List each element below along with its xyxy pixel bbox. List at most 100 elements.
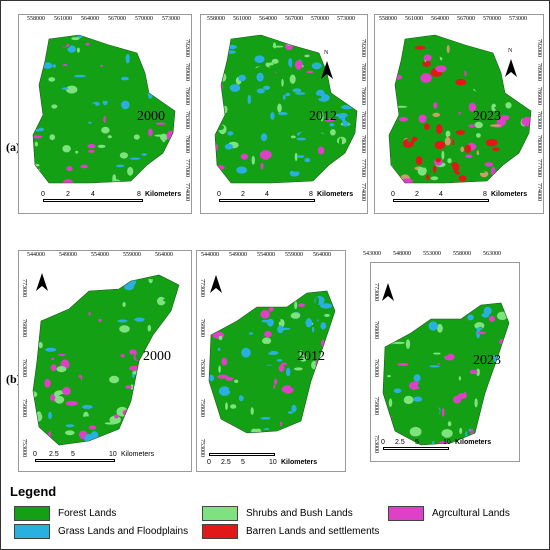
scale-tick: 10 (269, 459, 277, 466)
legend-item-barren: Barren Lands and settlements (202, 524, 379, 539)
land-cover-map (382, 302, 510, 446)
y-tick-col: 792000 789000 786000 783000 780000 77700… (533, 15, 543, 213)
y-tick: 768000 (21, 319, 27, 337)
map-panel-b-2000: 544000 549000 554000 559000 564000 77300… (18, 250, 192, 472)
x-tick: 554000 (257, 252, 275, 258)
map-panel-a-2000: 558000 561000 564000 567000 570000 57300… (18, 14, 192, 214)
legend-label: Grass Lands and Floodplains (58, 526, 189, 537)
x-tick: 561000 (233, 16, 251, 22)
y-tick: 783000 (536, 111, 542, 129)
y-tick: 774000 (184, 183, 190, 201)
land-cover-map (32, 274, 180, 446)
scale-tick: 0 (217, 191, 221, 198)
land-cover-texture (33, 35, 175, 183)
x-tick: 549000 (59, 252, 77, 258)
y-tick: 773000 (21, 279, 27, 297)
y-tick-col: 792000 789000 786000 783000 780000 77700… (181, 15, 191, 213)
north-arrow: N (319, 50, 335, 81)
scale-tick: 4 (265, 191, 269, 198)
legend: Legend Forest Lands Shrubs and Bush Land… (6, 478, 544, 544)
y-tick: 789000 (536, 63, 542, 81)
x-tick: 564000 (431, 16, 449, 22)
y-tick: 777000 (184, 159, 190, 177)
x-tick: 544000 (27, 252, 45, 258)
y-tick: 792000 (184, 39, 190, 57)
north-arrow (35, 271, 49, 293)
scale-tick: 10 (443, 439, 451, 446)
y-tick: 773000 (199, 279, 205, 297)
y-tick: 758000 (21, 399, 27, 417)
scale-bar-graphic (393, 199, 489, 202)
map-panel-b-2012: 544000 549000 554000 559000 564000 77300… (196, 250, 346, 472)
scale-bar: 0 2 4 8 Kilometers (39, 191, 181, 211)
scale-tick: 2.5 (49, 451, 59, 458)
y-tick-col: 773000 768000 763000 758000 753000 (370, 263, 380, 461)
y-tick: 758000 (199, 399, 205, 417)
legend-swatch (14, 506, 50, 521)
y-tick: 792000 (360, 39, 366, 57)
study-area-outline (382, 302, 510, 446)
scale-tick: 5 (415, 439, 419, 446)
y-tick: 792000 (536, 39, 542, 57)
x-tick: 548000 (393, 251, 411, 257)
scale-tick: 2 (66, 191, 70, 198)
land-cover-map (208, 290, 336, 434)
study-area-outline (32, 274, 180, 446)
y-tick-col: 773000 768000 763000 758000 753000 (18, 251, 28, 471)
study-area-outline (214, 34, 358, 184)
legend-item-agricultural: Agrcultural Lands (388, 506, 510, 521)
scale-tick: 8 (309, 191, 313, 198)
x-tick: 553000 (423, 251, 441, 257)
scale-tick: 4 (91, 191, 95, 198)
scale-bar-graphic (43, 199, 143, 202)
scale-unit: Kilometers (145, 191, 182, 198)
scale-tick: 0 (207, 459, 211, 466)
x-tick: 543000 (363, 251, 381, 257)
north-arrow-icon (210, 275, 222, 293)
study-area-outline (32, 34, 176, 184)
scale-unit: Kilometers (455, 439, 492, 446)
scale-unit: Kilometers (491, 191, 528, 198)
y-tick: 783000 (360, 111, 366, 129)
land-cover-map (32, 34, 176, 184)
scale-bar-graphic (219, 199, 315, 202)
x-tick: 561000 (54, 16, 72, 22)
scale-unit: Kilometers (281, 459, 318, 466)
scale-bar-graphic (209, 453, 275, 456)
x-tick: 570000 (135, 16, 153, 22)
legend-item-forest: Forest Lands (14, 506, 116, 521)
x-tick: 563000 (483, 251, 501, 257)
scale-tick: 8 (137, 191, 141, 198)
x-tick: 561000 (405, 16, 423, 22)
study-area-outline (388, 34, 532, 184)
scale-bar: 0 2.5 5 10 Kilometers (31, 451, 191, 471)
scale-bar: 0 2 4 8 Kilometers (215, 191, 365, 211)
x-tick: 559000 (285, 252, 303, 258)
legend-swatch (388, 506, 424, 521)
scale-tick: 0 (381, 439, 385, 446)
map-panel-a-2012: 558000 561000 564000 567000 570000 57300… (200, 14, 368, 214)
scale-tick: 5 (71, 451, 75, 458)
x-tick: 558000 (453, 251, 471, 257)
y-tick: 763000 (21, 359, 27, 377)
x-tick: 549000 (229, 252, 247, 258)
row-label-a: (a) (6, 140, 20, 154)
scale-bar-graphic (35, 459, 115, 462)
north-arrow-icon (321, 61, 333, 79)
scale-unit: Kilometers (317, 191, 354, 198)
scale-tick: 4 (439, 191, 443, 198)
scale-unit: Kilometers (121, 451, 155, 458)
year-label: 2000 (137, 109, 165, 124)
x-tick: 554000 (91, 252, 109, 258)
row-label-b: (b) (6, 372, 21, 386)
x-tick: 567000 (108, 16, 126, 22)
y-tick: 753000 (21, 439, 27, 457)
scale-tick: 0 (33, 451, 37, 458)
year-label: 2000 (143, 349, 171, 364)
x-tick: 564000 (313, 252, 331, 258)
land-cover-map (214, 34, 358, 184)
legend-label: Agrcultural Lands (432, 508, 510, 519)
north-label: N (324, 50, 329, 56)
scale-tick: 0 (41, 191, 45, 198)
y-tick: 777000 (360, 159, 366, 177)
